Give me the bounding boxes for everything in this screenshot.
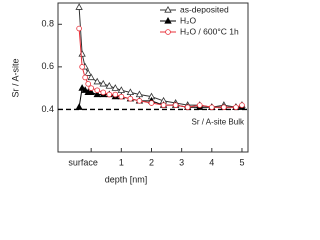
data-point [209,104,215,111]
x-axis-label: depth [nm] [105,174,148,184]
data-point [100,89,107,96]
plot-frame [57,2,249,153]
data-point [172,102,179,108]
y-tick-label: 0.6 [41,61,54,71]
data-point [112,91,119,98]
data-point [135,90,144,98]
data-point [85,81,91,87]
y-tick-label: 0.8 [41,19,54,29]
data-point [148,100,155,106]
data-point [127,95,134,102]
data-point [184,104,191,111]
data-point [87,88,95,95]
data-point [196,102,203,108]
legend-marker [165,29,171,35]
data-point [84,69,92,76]
y-axis-label: Sr / A-site [10,58,20,97]
data-point [76,25,82,32]
data-point [117,86,126,93]
data-point [75,3,83,10]
data-point [87,73,95,81]
data-point [78,50,86,57]
data-point [82,74,88,81]
x-tick-label: 1 [119,157,124,167]
legend-label: H₂O [180,15,196,25]
data-point [136,98,143,104]
x-tick-label: 3 [179,157,184,167]
legend-label: H₂O / 600°C 1h [180,26,239,36]
data-point [105,81,113,89]
legend-label: as-deposited [180,4,229,14]
data-point [160,102,167,108]
data-point [88,85,94,91]
x-tick-label: 5 [239,157,244,167]
data-point [75,103,83,110]
legend-marker [164,5,172,13]
data-point [106,91,113,98]
data-point [94,87,101,94]
data-point [239,102,245,108]
legend-marker [164,16,172,24]
data-point [221,104,227,111]
x-tick-label: 4 [209,157,214,167]
y-tick-label: 0.4 [41,104,54,114]
data-point [79,64,85,70]
data-point [93,77,101,85]
x-tick-label: surface [68,157,98,167]
data-point [111,84,119,91]
data-point [118,93,125,100]
reference-label: Sr / A-site Bulk [192,118,245,127]
chart: depth [nm] Sr / A-site 0.4 0.6 0.8 surface 1… [10,2,249,184]
data-point [93,90,101,98]
x-tick-label: 2 [149,157,154,167]
data-point [99,79,107,87]
data-point [233,104,239,111]
data-point [126,88,135,95]
